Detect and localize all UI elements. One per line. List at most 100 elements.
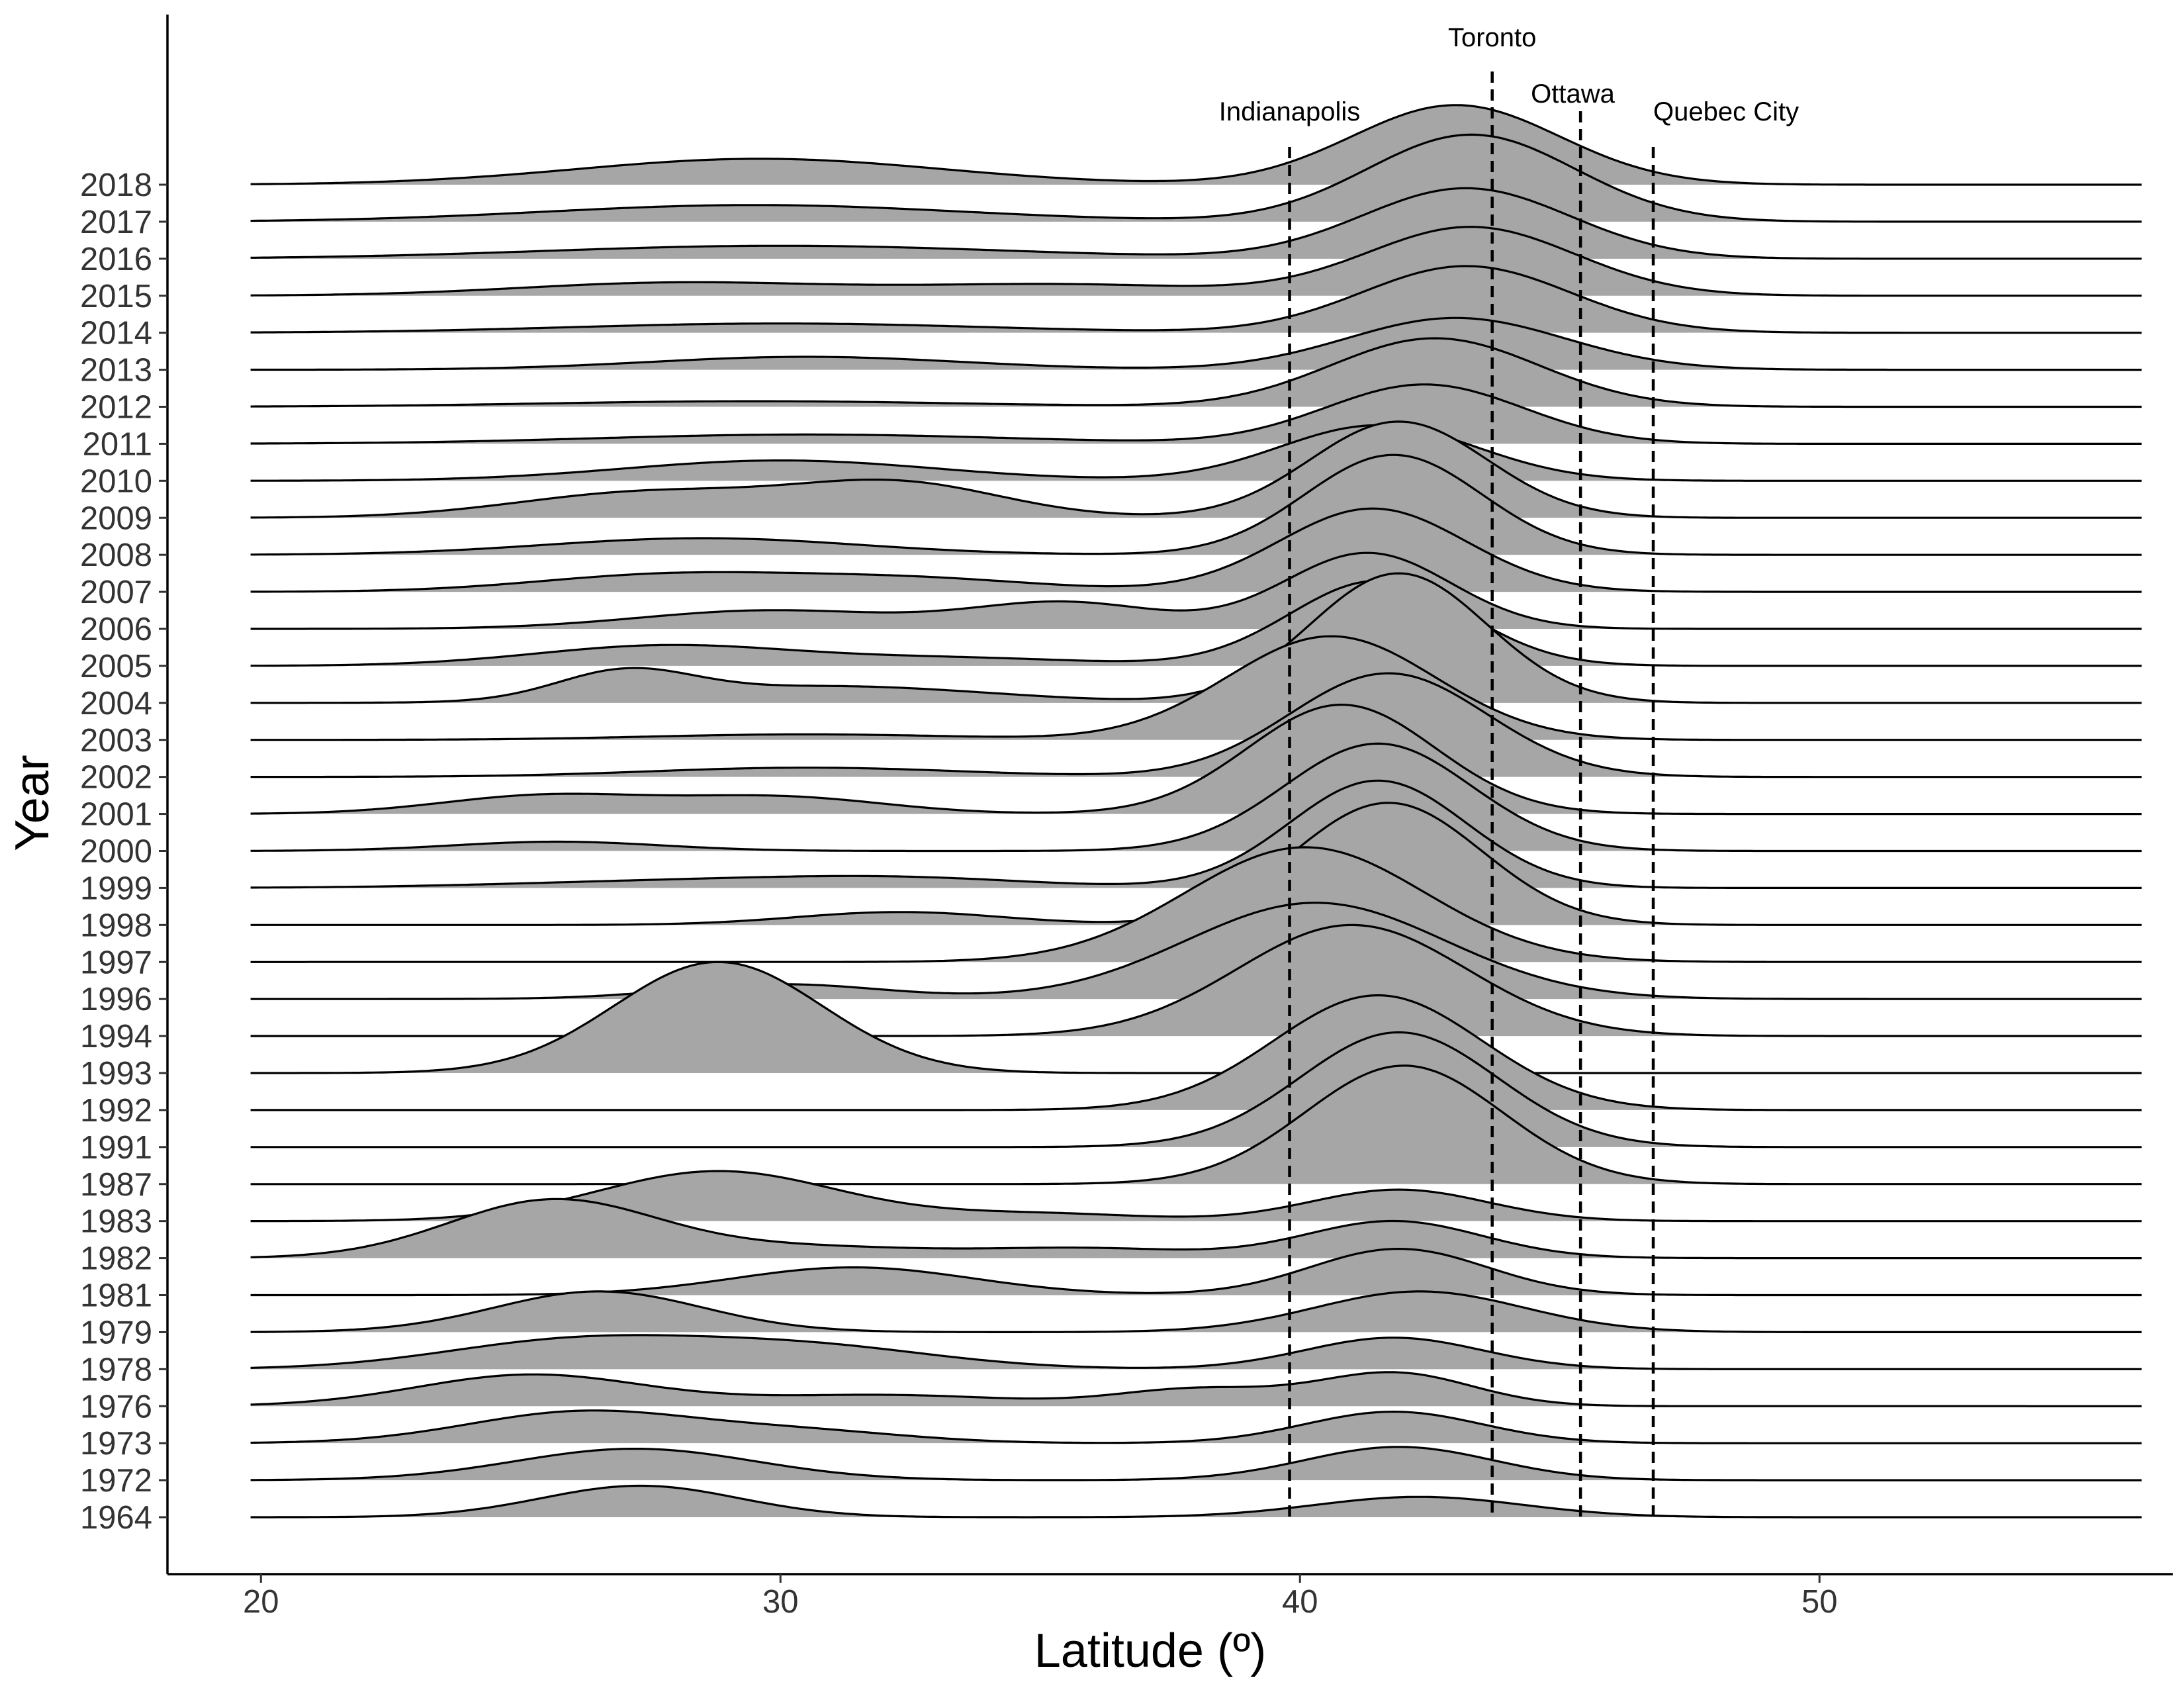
ridge-2012 bbox=[250, 337, 2142, 408]
ridge-2014 bbox=[250, 265, 2142, 334]
ridge-line-2012 bbox=[250, 337, 2142, 408]
y-tick-label: 2017 bbox=[80, 205, 152, 240]
y-tick-label: 1973 bbox=[80, 1426, 152, 1462]
x-tick-label: 30 bbox=[762, 1584, 799, 1620]
ridge-fill-1978 bbox=[250, 1335, 2142, 1370]
ridge-2018 bbox=[250, 104, 2142, 186]
y-axis-title: Year bbox=[6, 755, 59, 851]
ridge-line-1973 bbox=[250, 1409, 2142, 1444]
ridge-fill-2009 bbox=[250, 421, 2142, 518]
y-axis-ticks: 1964197219731976197819791981198219831987… bbox=[80, 167, 167, 1536]
ridge-line-1979 bbox=[250, 1290, 2142, 1333]
ridge-line-2001 bbox=[250, 704, 2142, 816]
y-tick-label: 2009 bbox=[80, 500, 152, 536]
ridge-1993 bbox=[250, 961, 2142, 1074]
ridge-1996 bbox=[250, 902, 2142, 1000]
y-tick-label: 1994 bbox=[80, 1019, 152, 1055]
ridge-fill-1976 bbox=[250, 1372, 2142, 1407]
ridge-line-1991 bbox=[250, 1031, 2142, 1149]
ridge-line-1992 bbox=[250, 994, 2142, 1111]
y-tick-label: 1991 bbox=[80, 1130, 152, 1166]
ridge-fill-1994 bbox=[250, 925, 2142, 1037]
ridge-1992 bbox=[250, 994, 2142, 1111]
ridge-fill-1993 bbox=[250, 962, 2142, 1073]
ridge-layer bbox=[250, 104, 2142, 1519]
ridge-line-2018 bbox=[250, 104, 2142, 186]
ridge-line-2004 bbox=[250, 572, 2142, 704]
ridge-line-2011 bbox=[250, 383, 2142, 445]
ridge-line-1987 bbox=[250, 1064, 2142, 1186]
y-tick-label: 2011 bbox=[83, 426, 152, 462]
y-tick-label: 2000 bbox=[80, 834, 152, 870]
ridge-2013 bbox=[250, 316, 2142, 371]
ridge-line-1993 bbox=[250, 961, 2142, 1074]
ridge-fill-1979 bbox=[250, 1291, 2142, 1333]
y-tick-label: 1972 bbox=[80, 1463, 152, 1499]
ridge-line-2003 bbox=[250, 635, 2142, 741]
ridge-fill-1996 bbox=[250, 902, 2142, 1000]
ridge-1987 bbox=[250, 1064, 2142, 1186]
ridge-line-1997 bbox=[250, 846, 2142, 963]
y-tick-label: 1998 bbox=[80, 908, 152, 943]
ridge-fill-1964 bbox=[250, 1485, 2142, 1517]
y-tick-label: 1978 bbox=[80, 1352, 152, 1387]
ridge-2004 bbox=[250, 572, 2142, 704]
ridge-line-2006 bbox=[250, 551, 2142, 630]
ridge-line-2008 bbox=[250, 453, 2142, 556]
reference-label-toronto: Toronto bbox=[1448, 23, 1536, 52]
y-tick-label: 1983 bbox=[80, 1204, 152, 1240]
ridge-line-1982 bbox=[250, 1197, 2142, 1260]
y-tick-label: 2018 bbox=[80, 167, 152, 203]
y-tick-label: 1992 bbox=[80, 1093, 152, 1129]
ridge-2010 bbox=[250, 424, 2142, 482]
ridge-fill-2006 bbox=[250, 553, 2142, 629]
ridge-1964 bbox=[250, 1484, 2142, 1519]
y-tick-label: 1982 bbox=[80, 1241, 152, 1277]
x-axis-ticks: 20 30 40 50 bbox=[243, 1574, 1837, 1620]
y-tick-label: 1996 bbox=[80, 982, 152, 1017]
ridge-fill-2016 bbox=[250, 188, 2142, 259]
y-tick-label: 1979 bbox=[80, 1315, 152, 1350]
ridge-2000 bbox=[250, 742, 2142, 853]
ridge-fill-1992 bbox=[250, 995, 2142, 1110]
ridge-line-2014 bbox=[250, 265, 2142, 334]
reference-label-indianapolis: Indianapolis bbox=[1219, 97, 1361, 126]
ridge-1978 bbox=[250, 1334, 2142, 1370]
y-tick-label: 2006 bbox=[80, 612, 152, 647]
ridge-1972 bbox=[250, 1446, 2142, 1481]
y-tick-label: 1987 bbox=[80, 1167, 152, 1203]
y-tick-label: 2003 bbox=[80, 723, 152, 759]
reference-label-ottawa: Ottawa bbox=[1531, 79, 1615, 109]
ridge-fill-1983 bbox=[250, 1171, 2142, 1221]
x-axis-title: Latitude (º) bbox=[1034, 1624, 1266, 1677]
ridge-line-1976 bbox=[250, 1371, 2142, 1407]
ridge-fill-2012 bbox=[250, 338, 2142, 407]
ridge-2009 bbox=[250, 420, 2142, 519]
ridge-fill-1972 bbox=[250, 1446, 2142, 1481]
y-tick-label: 1993 bbox=[80, 1056, 152, 1092]
y-tick-label: 1976 bbox=[80, 1389, 152, 1425]
ridge-line-2017 bbox=[250, 133, 2142, 223]
ridge-fill-2011 bbox=[250, 384, 2142, 444]
y-tick-label: 1999 bbox=[80, 870, 152, 906]
ridge-2008 bbox=[250, 453, 2142, 556]
ridge-2002 bbox=[250, 672, 2142, 778]
ridge-1991 bbox=[250, 1031, 2142, 1149]
ridge-fill-2010 bbox=[250, 425, 2142, 481]
x-tick-label: 20 bbox=[243, 1584, 279, 1620]
ridge-2007 bbox=[250, 507, 2142, 593]
ridge-line-1999 bbox=[250, 779, 2142, 889]
ridge-2001 bbox=[250, 704, 2142, 816]
y-tick-label: 2008 bbox=[80, 538, 152, 573]
reference-labels: Indianapolis Toronto Ottawa Quebec City bbox=[1219, 23, 1799, 126]
y-tick-label: 2005 bbox=[80, 649, 152, 684]
y-tick-label: 2012 bbox=[80, 390, 152, 426]
ridge-fill-1997 bbox=[250, 847, 2142, 962]
ridge-line-1972 bbox=[250, 1446, 2142, 1481]
ridge-fill-2003 bbox=[250, 636, 2142, 740]
ridge-line-2007 bbox=[250, 507, 2142, 593]
x-tick-label: 40 bbox=[1282, 1584, 1318, 1620]
ridge-line-2009 bbox=[250, 420, 2142, 519]
ridge-fill-1981 bbox=[250, 1248, 2142, 1295]
